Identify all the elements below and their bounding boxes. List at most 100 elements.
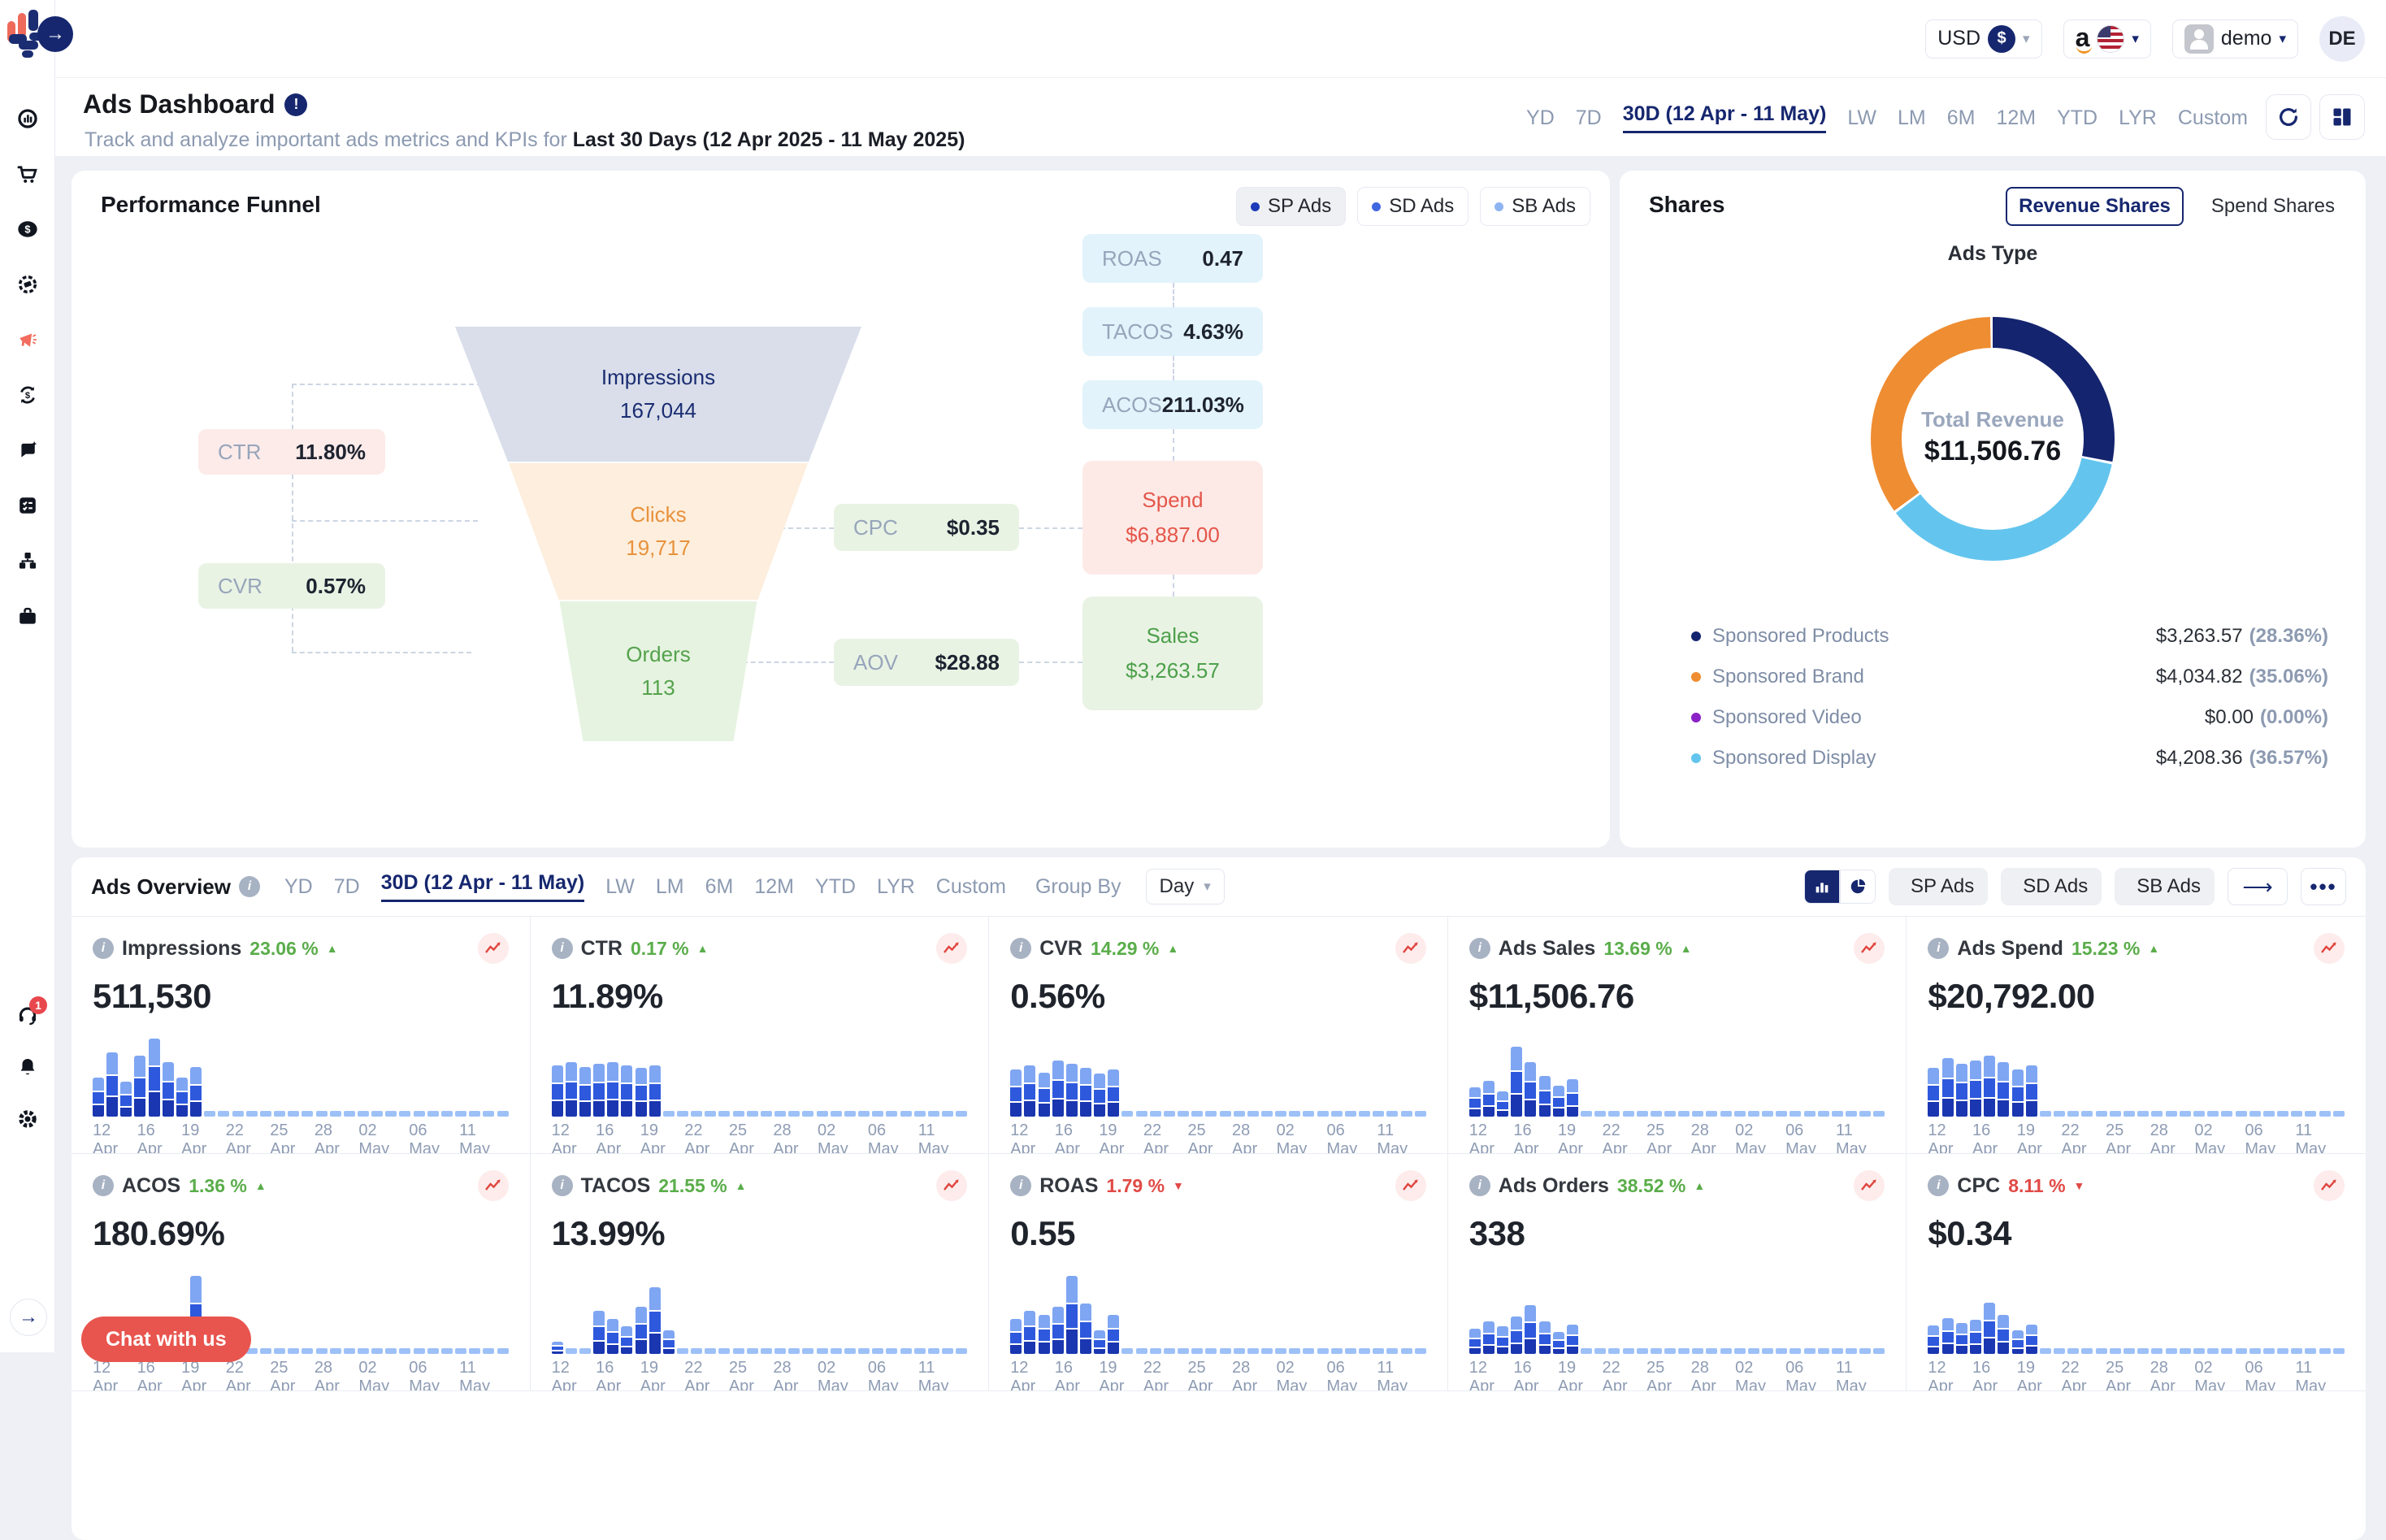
sidebar-item-megaphone[interactable] [16,328,39,351]
bar-chart-view-button[interactable] [1804,870,1840,904]
sidebar-item-bell[interactable] [16,1056,39,1078]
range-tab-6m[interactable]: 6M [705,875,734,899]
date-tick: 02 May [2194,1121,2245,1154]
sidebar-item-dollar[interactable]: $ [16,218,39,241]
range-tab-lm[interactable]: LM [656,875,684,899]
legend-percent: (36.57%) [2249,747,2328,770]
metric-mini-bar-chart[interactable] [1928,1273,2345,1354]
ad-type-chip-sp-ads[interactable]: SP Ads [1889,868,1988,905]
alert-info-icon[interactable]: ! [284,93,307,116]
funnel-stage-orders[interactable]: Orders 113 [455,601,861,741]
trend-chart-button[interactable] [2314,1170,2345,1201]
ad-type-chip-sd-ads[interactable]: SD Ads [1357,187,1468,226]
sidebar-expand-button[interactable]: → [37,16,73,52]
range-tab-yd[interactable]: YD [1526,106,1555,130]
range-tab-custom[interactable]: Custom [936,875,1006,899]
expand-arrow-button[interactable]: ⟶ [2228,868,2288,905]
info-icon[interactable]: i [1010,1175,1031,1196]
metric-mini-bar-chart[interactable] [1010,1035,1426,1117]
metric-mini-bar-chart[interactable] [552,1273,968,1354]
toggle-spend-shares[interactable]: Spend Shares [2200,189,2346,224]
range-tab-7d[interactable]: 7D [1576,106,1602,130]
layout-toggle-button[interactable] [2319,94,2365,140]
metric-mini-bar-chart[interactable] [1469,1273,1885,1354]
range-tab-lyr[interactable]: LYR [2119,106,2157,130]
info-icon[interactable]: i [552,938,573,959]
toggle-revenue-shares[interactable]: Revenue Shares [2006,187,2184,226]
info-icon[interactable]: i [239,876,260,897]
range-tab-30d[interactable]: 30D (12 Apr - 11 May) [1623,102,1827,133]
trend-chart-button[interactable] [478,1170,509,1201]
range-tab-12m[interactable]: 12M [754,875,794,899]
metric-mini-bar-chart[interactable] [552,1035,968,1117]
cpc-metric-box: CPC $0.35 [834,504,1019,551]
ad-type-chip-sp-ads[interactable]: SP Ads [1236,187,1346,226]
sidebar-item-analytics[interactable] [16,107,39,130]
info-icon[interactable]: i [1010,938,1031,959]
user-initials-avatar[interactable]: DE [2319,16,2365,62]
bar-flat [802,1111,813,1117]
metric-mini-bar-chart[interactable] [1010,1273,1426,1354]
trend-chart-button[interactable] [1854,933,1885,964]
info-icon[interactable]: i [93,1175,114,1196]
range-tab-12m[interactable]: 12M [1996,106,2036,130]
range-tab-lw[interactable]: LW [1847,106,1876,130]
info-icon[interactable]: i [1469,1175,1490,1196]
metric-mini-bar-chart[interactable] [93,1035,509,1117]
sidebar-arrow-button[interactable]: → [10,1299,47,1336]
metric-mini-bar-chart[interactable] [1469,1035,1885,1117]
range-tab-ytd[interactable]: YTD [815,875,856,899]
range-tab-lw[interactable]: LW [605,875,635,899]
funnel-stage-clicks[interactable]: Clicks 19,717 [455,463,861,600]
legend-row-sponsored-brand[interactable]: Sponsored Brand$4,034.82(35.06%) [1691,657,2328,697]
sidebar-item-cart[interactable] [16,163,39,185]
trend-chart-button[interactable] [1854,1170,1885,1201]
group-by-select[interactable]: Day ▾ [1146,869,1225,904]
account-selector[interactable]: demo ▾ [2172,20,2298,59]
trend-chart-button[interactable] [478,933,509,964]
legend-row-sponsored-display[interactable]: Sponsored Display$4,208.36(36.57%) [1691,738,2328,779]
range-tab-6m[interactable]: 6M [1947,106,1976,130]
sidebar-item-refund-sync[interactable]: $ [16,384,39,406]
more-options-button[interactable]: ••• [2301,868,2346,905]
range-tab-30d[interactable]: 30D (12 Apr - 11 May) [381,871,585,902]
ad-type-chip-sb-ads[interactable]: SB Ads [2115,868,2215,905]
funnel-stage-impressions[interactable]: Impressions 167,044 [455,327,861,462]
legend-percent: (35.06%) [2249,666,2328,688]
info-icon[interactable]: i [1469,938,1490,959]
legend-row-sponsored-products[interactable]: Sponsored Products$3,263.57(28.36%) [1691,616,2328,657]
range-tab-yd[interactable]: YD [284,875,313,899]
ad-type-chip-sd-ads[interactable]: SD Ads [2001,868,2102,905]
sidebar-item-inventory-boxes[interactable] [16,549,39,572]
pie-chart-view-button[interactable] [1840,870,1876,904]
metric-mini-bar-chart[interactable] [1928,1035,2345,1117]
info-icon[interactable]: i [1928,938,1949,959]
sidebar-item-pricing-gear[interactable] [16,273,39,296]
sidebar-item-headset[interactable]: 1 [16,1004,39,1026]
sidebar-item-gear[interactable] [16,1108,39,1130]
marketplace-selector[interactable]: a ▾ [2063,20,2151,59]
trend-chart-button[interactable] [1395,933,1426,964]
currency-selector[interactable]: USD $ ▾ [1925,20,2041,59]
range-tab-ytd[interactable]: YTD [2057,106,2098,130]
range-tab-7d[interactable]: 7D [334,875,360,899]
info-icon[interactable]: i [93,938,114,959]
info-icon[interactable]: i [552,1175,573,1196]
trend-chart-button[interactable] [1395,1170,1426,1201]
sidebar-item-checklist[interactable] [16,494,39,517]
trend-chart-button[interactable] [2314,933,2345,964]
sidebar-item-briefcase[interactable] [16,605,39,627]
trend-chart-button[interactable] [936,933,967,964]
legend-row-sponsored-video[interactable]: Sponsored Video$0.00(0.00%) [1691,697,2328,738]
trend-chart-button[interactable] [936,1170,967,1201]
refresh-button[interactable] [2266,94,2311,140]
ad-type-chip-sb-ads[interactable]: SB Ads [1480,187,1590,226]
range-tab-lyr[interactable]: LYR [877,875,915,899]
sidebar-item-reviews-chat[interactable] [16,439,39,462]
info-icon[interactable]: i [1928,1175,1949,1196]
range-tab-custom[interactable]: Custom [2178,106,2248,130]
bar-flat [872,1348,883,1354]
ads-type-donut-chart[interactable]: Total Revenue $11,506.76 [1871,313,2115,565]
range-tab-lm[interactable]: LM [1898,106,1926,130]
